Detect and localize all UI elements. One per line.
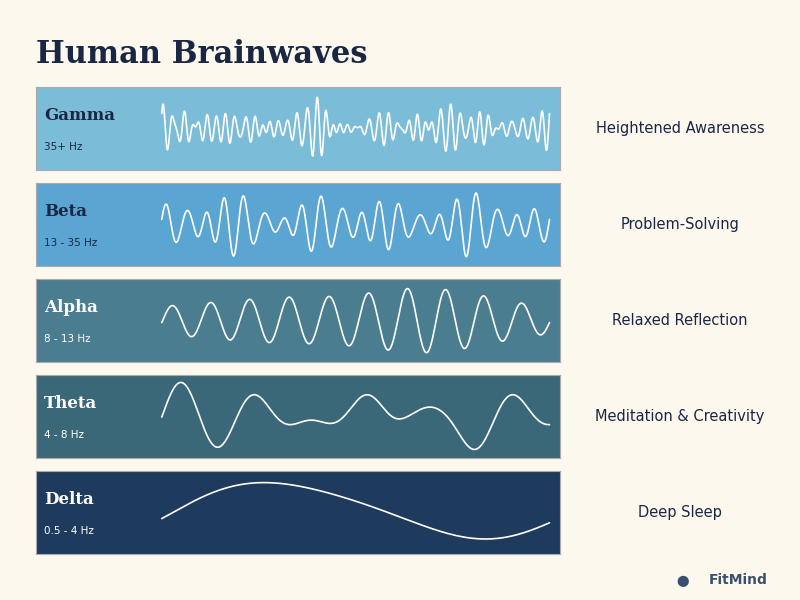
Text: Theta: Theta: [44, 395, 97, 412]
Text: 0.5 - 4 Hz: 0.5 - 4 Hz: [44, 526, 94, 536]
Text: 4 - 8 Hz: 4 - 8 Hz: [44, 430, 84, 440]
Text: ⬤: ⬤: [676, 575, 689, 587]
Text: Heightened Awareness: Heightened Awareness: [596, 121, 764, 136]
Text: 13 - 35 Hz: 13 - 35 Hz: [44, 238, 97, 248]
Text: Meditation & Creativity: Meditation & Creativity: [595, 409, 765, 424]
Text: Delta: Delta: [44, 491, 94, 508]
Text: Beta: Beta: [44, 203, 87, 220]
Text: Gamma: Gamma: [44, 107, 115, 124]
Text: 35+ Hz: 35+ Hz: [44, 142, 82, 152]
Text: Alpha: Alpha: [44, 299, 98, 316]
Text: FitMind: FitMind: [709, 573, 768, 587]
Text: Deep Sleep: Deep Sleep: [638, 505, 722, 520]
Text: Problem-Solving: Problem-Solving: [621, 217, 739, 232]
Text: 8 - 13 Hz: 8 - 13 Hz: [44, 334, 90, 344]
Text: Relaxed Reflection: Relaxed Reflection: [612, 313, 748, 328]
Text: Human Brainwaves: Human Brainwaves: [36, 39, 367, 70]
